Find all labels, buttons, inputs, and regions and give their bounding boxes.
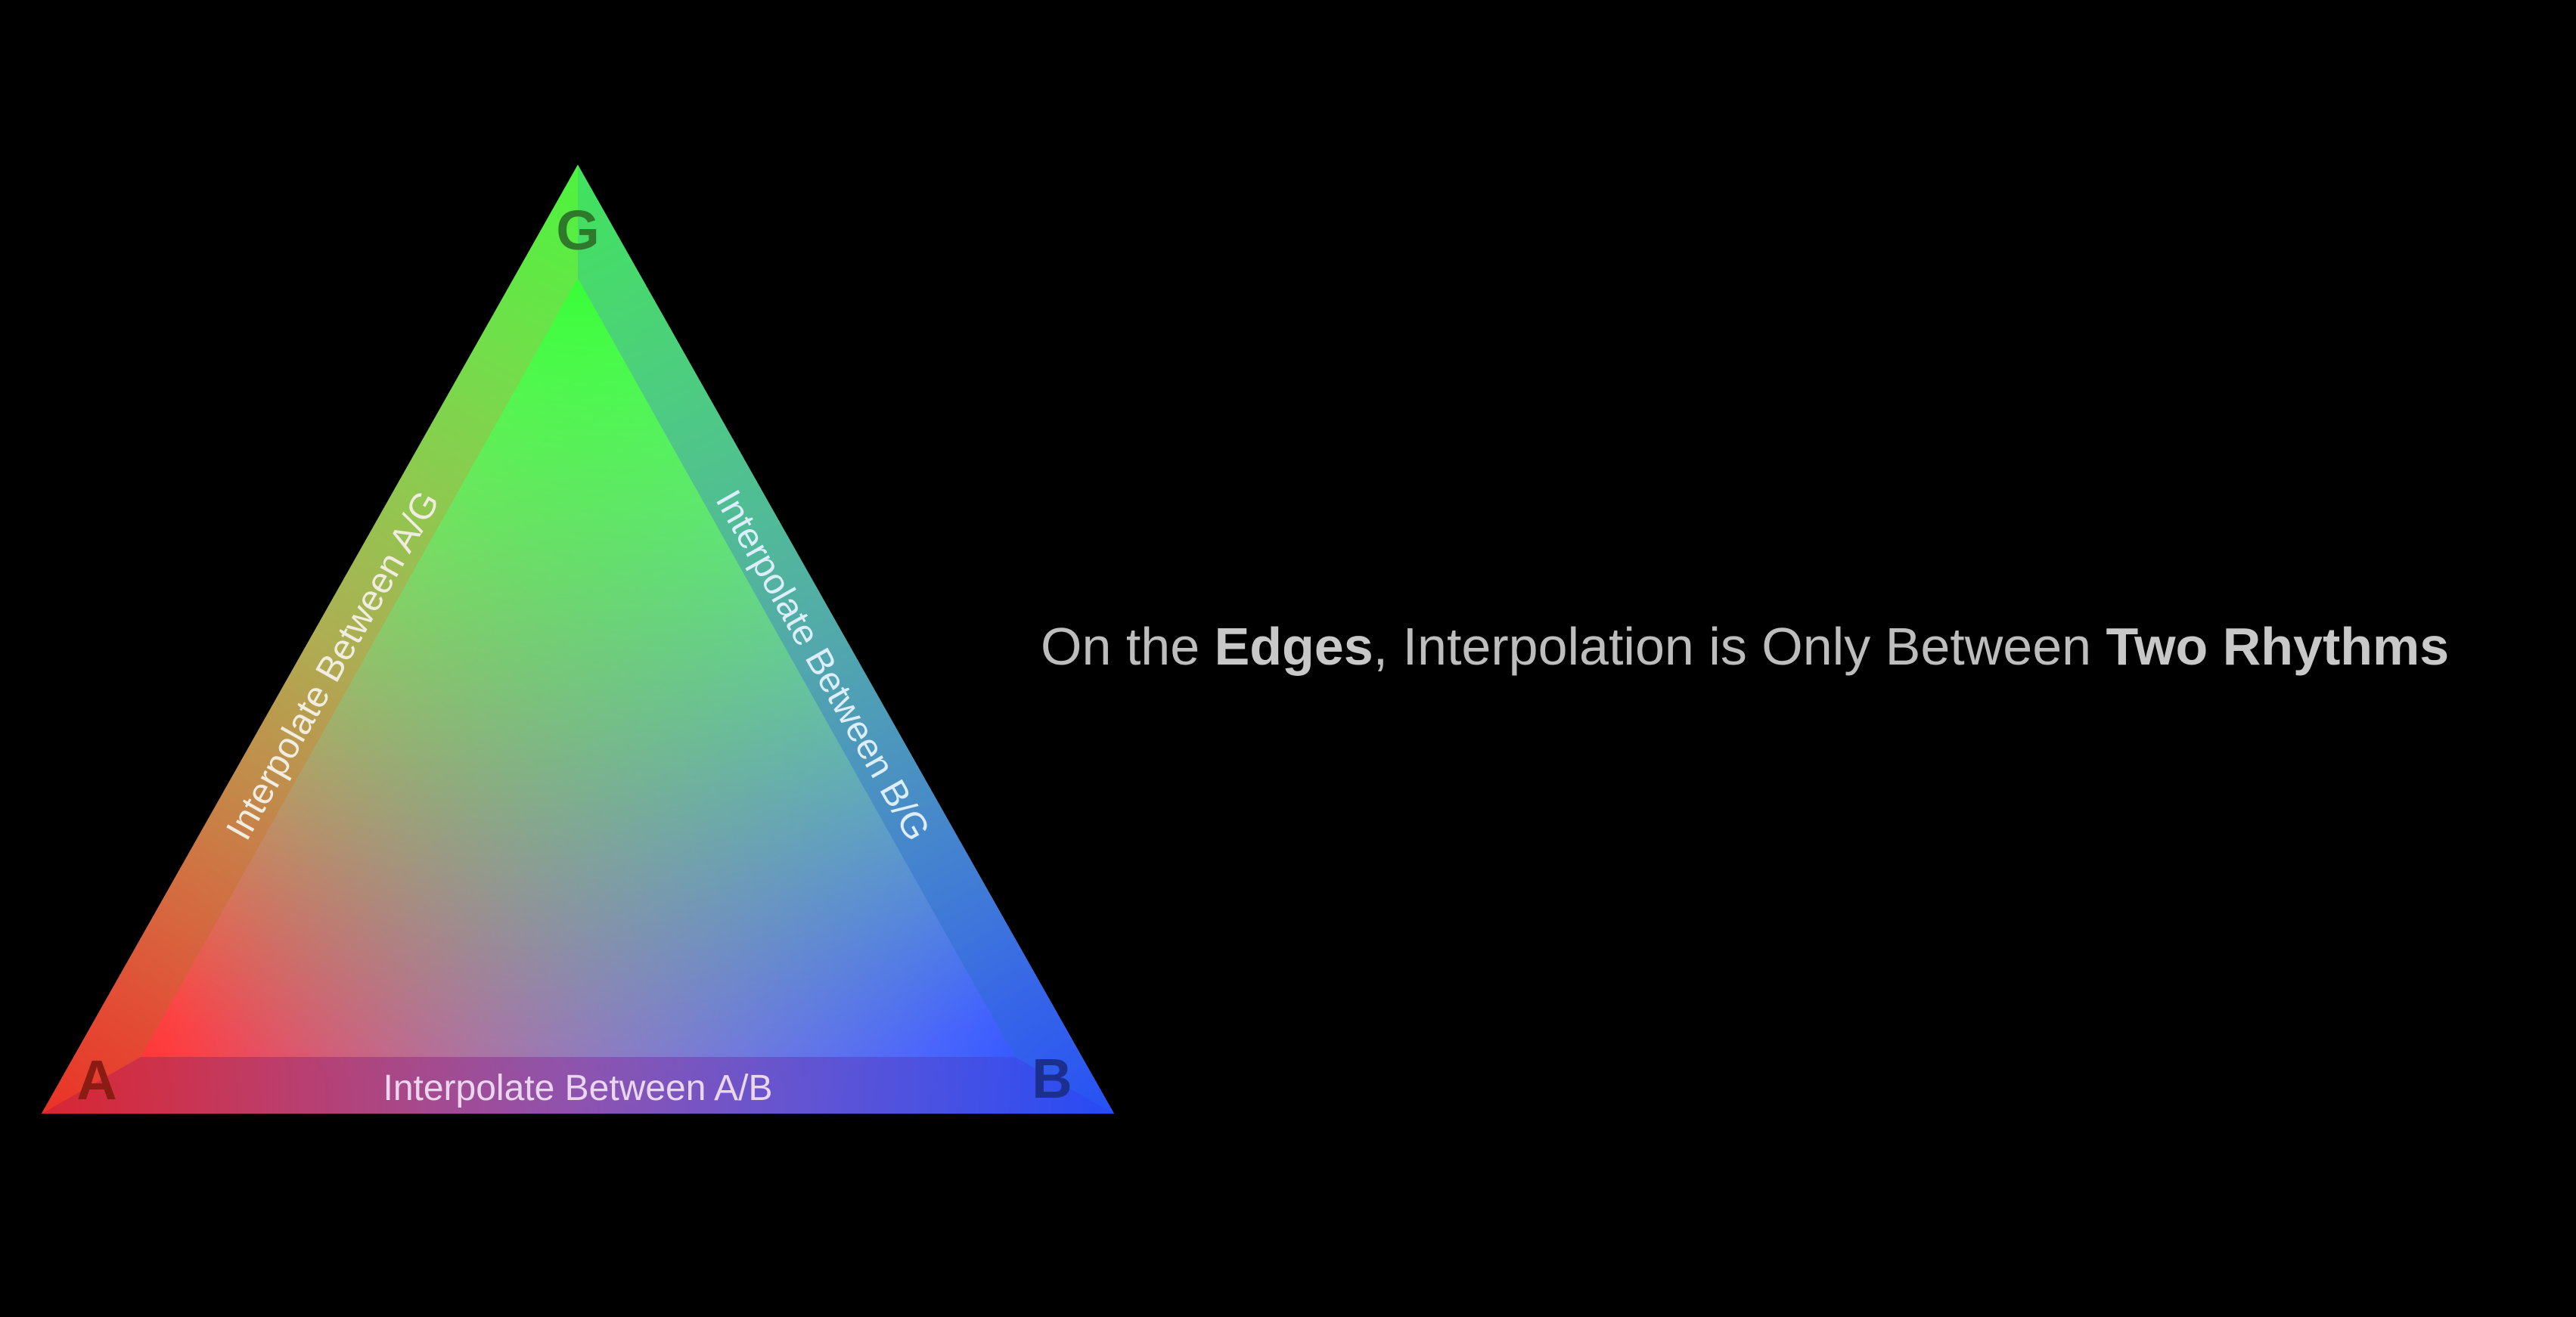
vertex-g-gradient xyxy=(42,165,1114,1114)
headline-part-2: , Interpolation is Only Between xyxy=(1373,617,2106,676)
headline-bold-edges: Edges xyxy=(1214,617,1373,676)
vertex-label-g: G xyxy=(556,199,600,262)
edge-bg-band xyxy=(578,165,1114,1114)
headline-text: On the Edges, Interpolation is Only Betw… xyxy=(1041,612,2553,680)
edge-ag-band xyxy=(42,165,578,1114)
vertex-label-a: A xyxy=(76,1049,116,1111)
vertex-label-b: B xyxy=(1032,1047,1072,1110)
headline-bold-two-rhythms: Two Rhythms xyxy=(2106,617,2450,676)
edge-ab-band xyxy=(42,1057,1114,1114)
edge-label-ab: Interpolate Between A/B xyxy=(383,1068,772,1108)
headline-part-1: On the xyxy=(1041,617,1215,676)
